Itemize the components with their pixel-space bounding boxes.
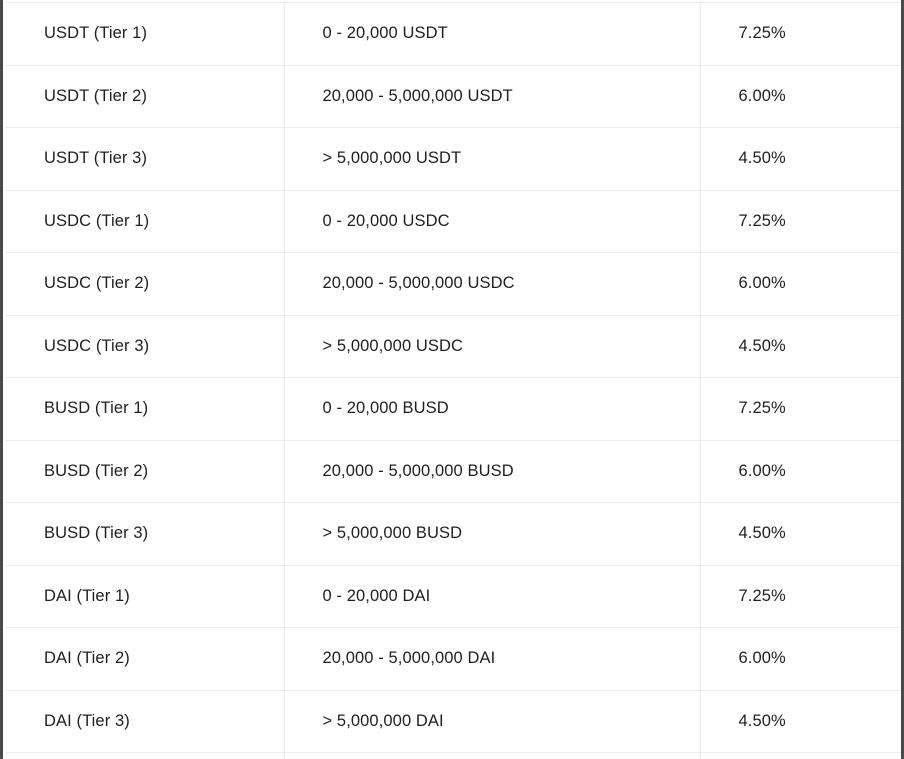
asset-tier-cell: BUSD (Tier 2) bbox=[6, 439, 285, 503]
table-row: USDC (Tier 2) 20,000 - 5,000,000 USDC 6.… bbox=[6, 252, 901, 316]
balance-range-cell: > 5,000,000 DAI bbox=[284, 689, 701, 753]
interest-rate-cell: 7.25% bbox=[700, 377, 901, 441]
interest-rate-cell: 7.25% bbox=[700, 2, 901, 66]
balance-range-cell: > 5,000,000 USDC bbox=[284, 314, 701, 378]
table-row: DAI (Tier 1) 0 - 20,000 DAI 7.25% bbox=[6, 564, 901, 628]
asset-tier-cell: BUSD (Tier 3) bbox=[6, 502, 285, 566]
balance-range-cell: 20,000 - 5,000,000 DAI bbox=[284, 627, 701, 691]
table-row: DAI (Tier 3) > 5,000,000 DAI 4.50% bbox=[6, 689, 901, 753]
balance-range-cell: 0 - 20,000 DAI bbox=[284, 564, 701, 628]
table-row-partial bbox=[6, 752, 901, 759]
table-row: BUSD (Tier 2) 20,000 - 5,000,000 BUSD 6.… bbox=[6, 439, 901, 503]
table-row: USDT (Tier 2) 20,000 - 5,000,000 USDT 6.… bbox=[6, 64, 901, 128]
asset-tier-cell: BUSD (Tier 1) bbox=[6, 377, 285, 441]
asset-tier-cell: DAI (Tier 1) bbox=[6, 564, 285, 628]
asset-tier-cell: USDC (Tier 3) bbox=[6, 314, 285, 378]
table-row: DAI (Tier 2) 20,000 - 5,000,000 DAI 6.00… bbox=[6, 627, 901, 691]
asset-tier-cell: USDT (Tier 2) bbox=[6, 64, 285, 128]
balance-range-cell: 0 - 20,000 USDC bbox=[284, 189, 701, 253]
table-row: BUSD (Tier 1) 0 - 20,000 BUSD 7.25% bbox=[6, 377, 901, 441]
interest-rate-cell-empty bbox=[700, 752, 901, 759]
table-row: USDT (Tier 3) > 5,000,000 USDT 4.50% bbox=[6, 127, 901, 191]
interest-rate-table: USDT (Tier 1) 0 - 20,000 USDT 7.25% USDT… bbox=[6, 2, 901, 759]
interest-rate-cell: 4.50% bbox=[700, 502, 901, 566]
interest-rate-cell: 4.50% bbox=[700, 314, 901, 378]
asset-tier-cell: USDT (Tier 1) bbox=[6, 2, 285, 66]
table-row: USDC (Tier 3) > 5,000,000 USDC 4.50% bbox=[6, 314, 901, 378]
interest-rate-cell: 6.00% bbox=[700, 252, 901, 316]
asset-tier-cell: USDC (Tier 2) bbox=[6, 252, 285, 316]
interest-rate-cell: 4.50% bbox=[700, 689, 901, 753]
interest-rate-cell: 7.25% bbox=[700, 564, 901, 628]
interest-rate-cell: 4.50% bbox=[700, 127, 901, 191]
asset-tier-cell-empty bbox=[6, 752, 285, 759]
balance-range-cell: 20,000 - 5,000,000 USDT bbox=[284, 64, 701, 128]
interest-rate-cell: 6.00% bbox=[700, 627, 901, 691]
asset-tier-cell: DAI (Tier 3) bbox=[6, 689, 285, 753]
asset-tier-cell: USDC (Tier 1) bbox=[6, 189, 285, 253]
asset-tier-cell: DAI (Tier 2) bbox=[6, 627, 285, 691]
balance-range-cell: 20,000 - 5,000,000 USDC bbox=[284, 252, 701, 316]
balance-range-cell: 20,000 - 5,000,000 BUSD bbox=[284, 439, 701, 503]
interest-rate-cell: 6.00% bbox=[700, 64, 901, 128]
balance-range-cell: > 5,000,000 BUSD bbox=[284, 502, 701, 566]
table-row: BUSD (Tier 3) > 5,000,000 BUSD 4.50% bbox=[6, 502, 901, 566]
balance-range-cell-empty bbox=[284, 752, 701, 759]
balance-range-cell: 0 - 20,000 USDT bbox=[284, 2, 701, 66]
table-row: USDT (Tier 1) 0 - 20,000 USDT 7.25% bbox=[6, 2, 901, 66]
table-row: USDC (Tier 1) 0 - 20,000 USDC 7.25% bbox=[6, 189, 901, 253]
balance-range-cell: > 5,000,000 USDT bbox=[284, 127, 701, 191]
interest-rate-cell: 6.00% bbox=[700, 439, 901, 503]
interest-rate-cell: 7.25% bbox=[700, 189, 901, 253]
asset-tier-cell: USDT (Tier 3) bbox=[6, 127, 285, 191]
balance-range-cell: 0 - 20,000 BUSD bbox=[284, 377, 701, 441]
